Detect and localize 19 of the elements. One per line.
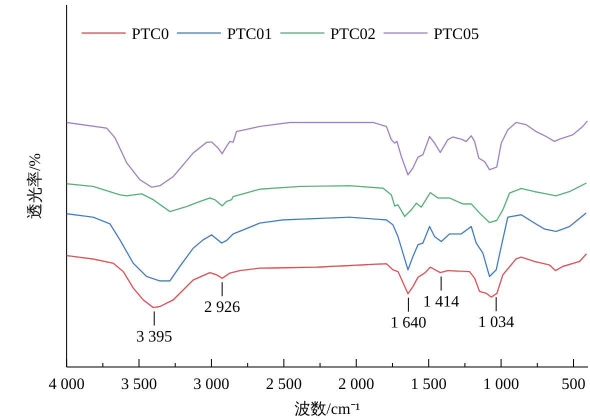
legend-label: PTC02: [330, 26, 376, 43]
y-axis-title: 透光率/%: [26, 153, 44, 219]
legend-label: PTC0: [132, 26, 169, 43]
x-tick-label: 4 000: [48, 376, 85, 393]
x-tick-label: 1 000: [483, 376, 520, 393]
annotation: 1 640: [390, 314, 426, 332]
legend-label: PTC01: [226, 26, 272, 43]
annotation: 2 926: [204, 299, 240, 316]
x-tick-label: 2 000: [338, 376, 374, 393]
x-tick-label: 3 500: [121, 376, 158, 393]
annotation: 1 034: [478, 314, 514, 332]
x-tick-label: 2 500: [266, 376, 302, 393]
x-axis-title: 波数/cm⁻¹: [294, 400, 360, 418]
x-tick-label: 1 500: [410, 376, 447, 393]
x-tick-label: 500: [562, 376, 586, 393]
x-tick-label: 3 000: [193, 376, 230, 393]
annotation: 1 414: [423, 294, 460, 311]
annotation: 3 395: [136, 328, 172, 346]
legend-label: PTC05: [434, 26, 479, 43]
